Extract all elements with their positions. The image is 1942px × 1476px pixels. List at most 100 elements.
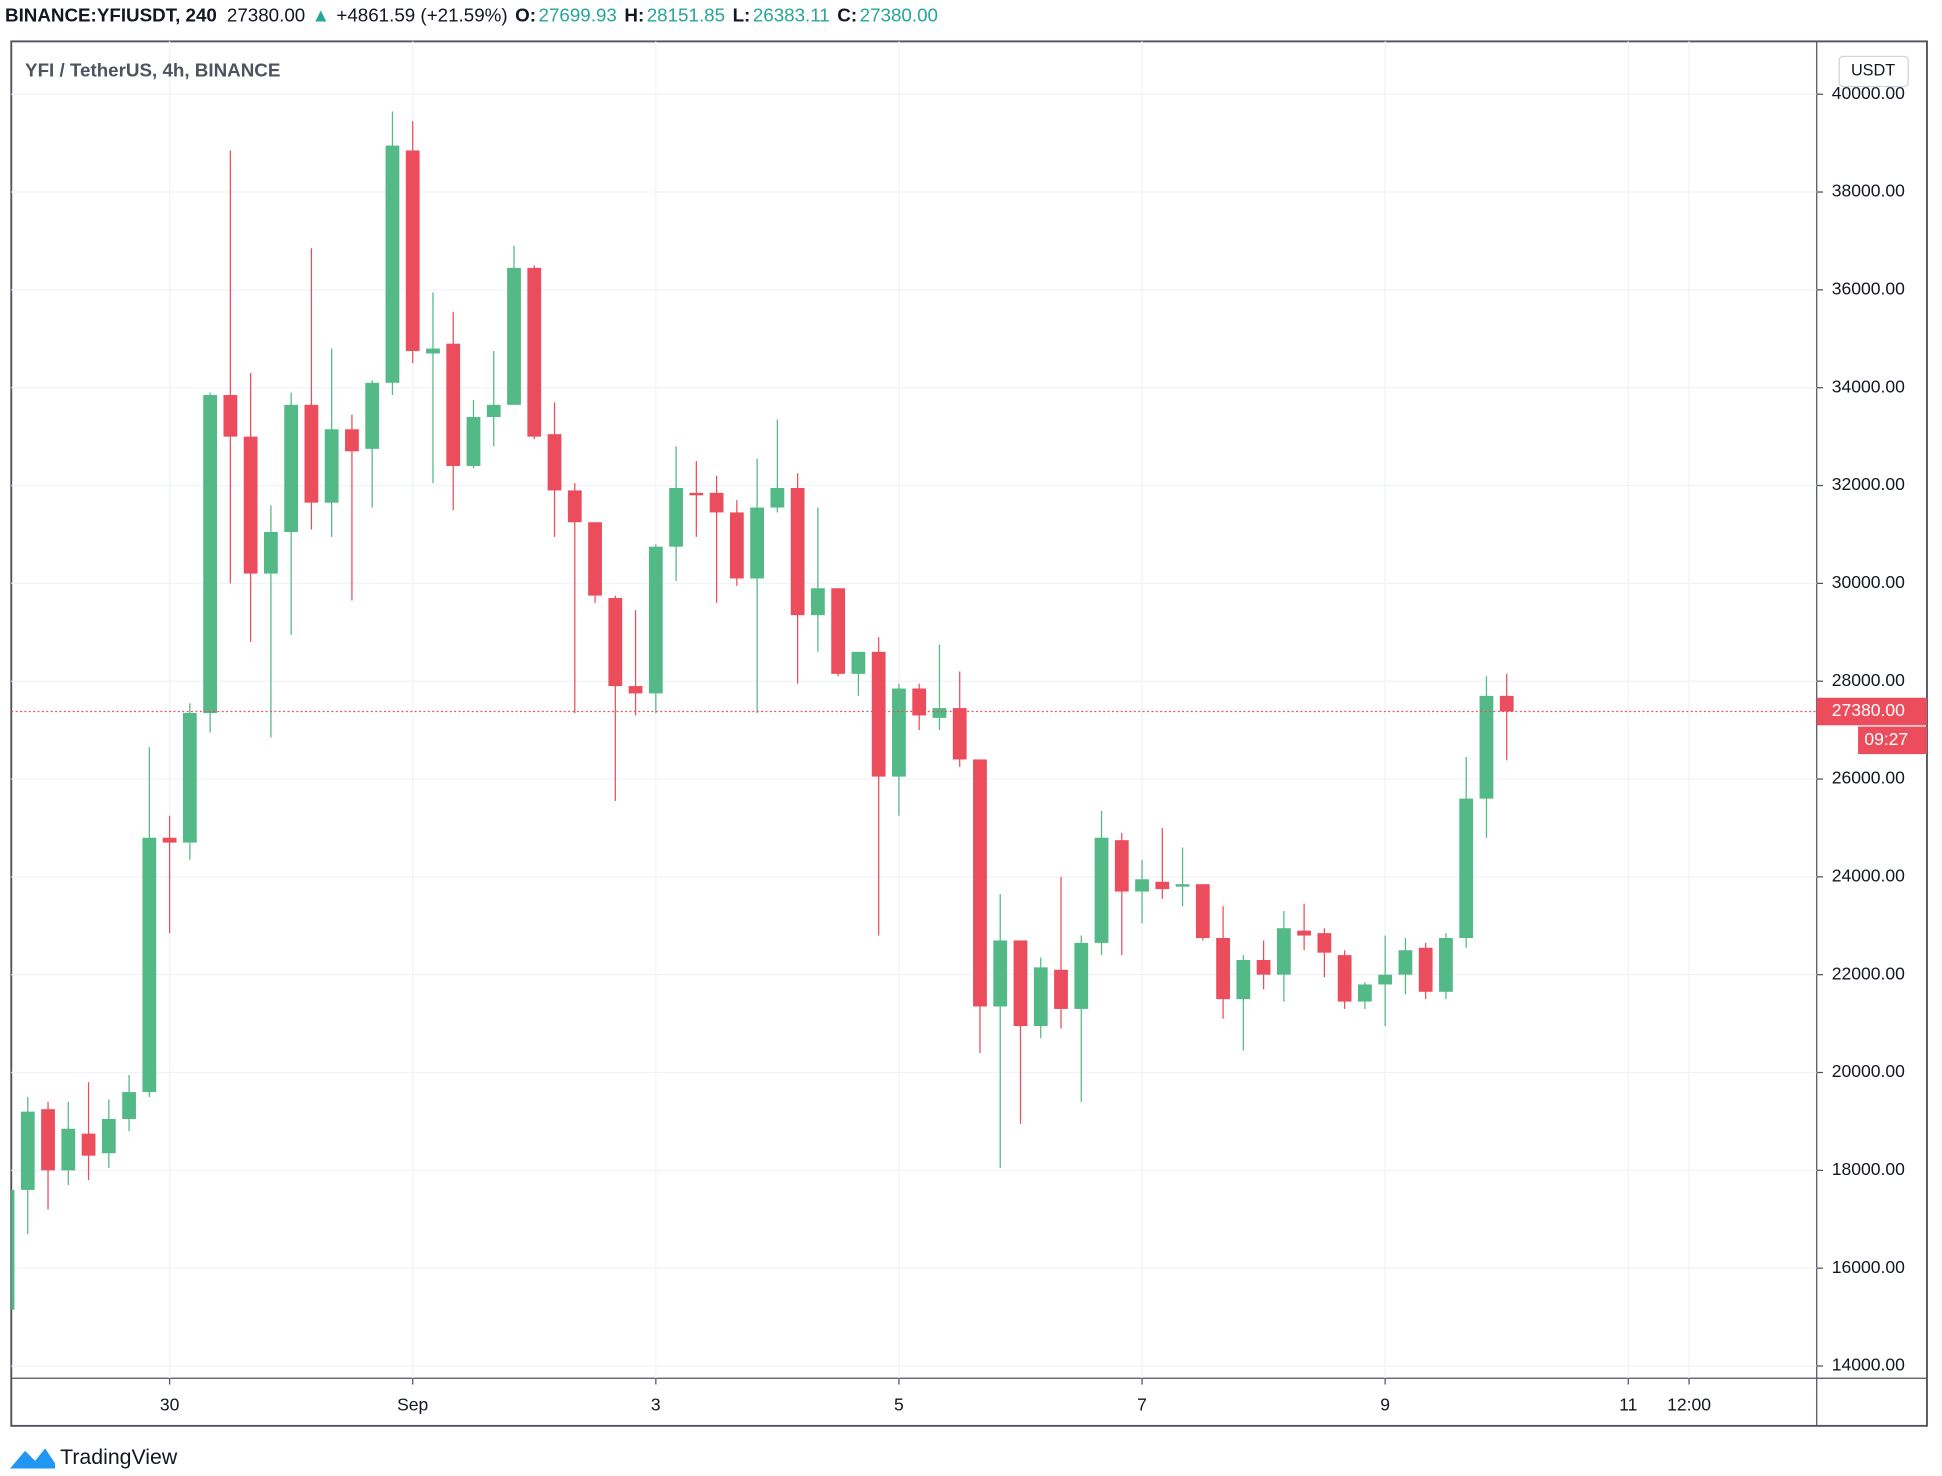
candle-body xyxy=(892,688,906,777)
candle-body xyxy=(507,267,521,405)
x-tick-label: 11 xyxy=(1619,1394,1637,1414)
candle-body xyxy=(223,395,238,437)
candle-body xyxy=(11,1189,15,1310)
candle-body xyxy=(851,651,866,674)
candle-body xyxy=(1074,942,1089,1009)
candle-body xyxy=(1135,879,1149,892)
candle-body xyxy=(41,1109,55,1171)
candle-body xyxy=(1114,840,1129,892)
y-tick-label: 26000.00 xyxy=(1832,768,1905,788)
candle-body xyxy=(101,1118,116,1154)
candle-body xyxy=(729,512,744,579)
candle-body xyxy=(446,343,461,466)
candle-body xyxy=(284,404,299,533)
candle-body xyxy=(1175,884,1190,887)
candle-body xyxy=(608,598,623,687)
candle-body xyxy=(669,487,683,547)
header-field: ▲ xyxy=(312,4,331,25)
candle-body xyxy=(20,1111,35,1190)
candle-body xyxy=(405,150,420,352)
y-tick-label: 14000.00 xyxy=(1832,1355,1905,1375)
candle-body xyxy=(1439,937,1453,992)
candle-body xyxy=(1276,928,1291,975)
candle-body xyxy=(81,1133,96,1156)
y-tick-label: 24000.00 xyxy=(1832,865,1905,885)
candle-body xyxy=(790,487,805,616)
header: BINANCE:YFIUSDT, 240 27380.00 ▲ +4861.59 (+… xyxy=(5,4,938,25)
header-field: C: xyxy=(837,4,857,25)
header-field: 27380.00 xyxy=(860,4,938,25)
brand-logo[interactable]: TradingView xyxy=(10,1445,178,1469)
currency-label[interactable]: USDT xyxy=(1851,62,1895,80)
candle-body xyxy=(1236,960,1251,1000)
candle-body xyxy=(527,267,542,437)
candle-body xyxy=(1297,930,1312,936)
time-axis-labels: 30 Sep 3 5 7 9 11 12:00 xyxy=(160,1394,1711,1414)
countdown-label: 09:27 xyxy=(1864,729,1908,749)
x-tick-label: 12:00 xyxy=(1667,1394,1711,1414)
y-tick-label: 22000.00 xyxy=(1832,963,1905,983)
candle-body xyxy=(243,436,258,574)
candle-body xyxy=(426,348,440,354)
candle-body xyxy=(1195,884,1210,938)
y-tick-label: 32000.00 xyxy=(1832,474,1905,494)
candle-body xyxy=(1398,950,1413,975)
candle-body xyxy=(1479,695,1494,799)
candle-body xyxy=(648,546,663,694)
candle-body xyxy=(567,490,582,523)
axes: 14000.00 16000.00 18000.00 20000.00 22000.00… xyxy=(160,83,1927,1414)
candle-body xyxy=(61,1128,76,1171)
candle-body xyxy=(1054,969,1068,1009)
brand-icon[interactable] xyxy=(10,1448,56,1469)
candle-body xyxy=(1378,974,1393,985)
last-price-box xyxy=(1816,697,1927,726)
candle-body xyxy=(750,507,765,579)
header-field: 26383.11 xyxy=(753,4,830,25)
candle-body xyxy=(993,940,1008,1007)
y-tick-label: 36000.00 xyxy=(1832,279,1905,299)
candle-body xyxy=(304,404,319,503)
candle-body xyxy=(973,759,987,1007)
candle-body xyxy=(182,712,197,843)
candle-body xyxy=(628,686,643,694)
y-tick-label: 16000.00 xyxy=(1832,1257,1905,1277)
candle-body xyxy=(689,492,704,496)
candle-body xyxy=(122,1092,136,1119)
candle-body xyxy=(466,417,481,466)
candles xyxy=(11,111,1817,1310)
candle-body xyxy=(1216,937,1230,1000)
candle-body xyxy=(486,404,501,418)
candle-body xyxy=(1013,940,1028,1027)
countdown-box xyxy=(1858,726,1927,755)
brand-name[interactable]: TradingView xyxy=(60,1445,178,1469)
candle-body xyxy=(203,395,218,713)
last-price-label: 27380.00 xyxy=(1832,700,1905,720)
candle-body xyxy=(1094,837,1109,943)
candle-body xyxy=(385,145,400,383)
candle-body xyxy=(142,837,157,1093)
y-tick-label: 28000.00 xyxy=(1832,670,1905,690)
header-field: 27380.00 xyxy=(227,4,305,25)
candle-body xyxy=(831,588,846,674)
candle-body xyxy=(1155,881,1170,890)
candle-body xyxy=(263,532,278,574)
chart-frame xyxy=(10,40,1928,1427)
candle-body xyxy=(365,382,380,449)
y-tick-label: 34000.00 xyxy=(1832,376,1905,396)
candle-body xyxy=(1418,947,1433,992)
y-tick-label: 18000.00 xyxy=(1832,1159,1905,1179)
header-field: H: xyxy=(624,4,644,25)
currency-box[interactable] xyxy=(1838,55,1909,88)
candle-body xyxy=(932,708,947,718)
y-tick-label: 38000.00 xyxy=(1832,181,1905,201)
candle-body xyxy=(871,651,886,777)
header-field: +4861.59 (+21.59%) xyxy=(336,4,507,25)
x-tick-label: 7 xyxy=(1137,1394,1147,1414)
candle-body xyxy=(952,708,967,760)
candle-body xyxy=(1033,967,1048,1027)
x-tick-label: 3 xyxy=(651,1394,661,1414)
x-tick-label: Sep xyxy=(397,1394,428,1414)
header-field: 28151.85 xyxy=(647,4,725,25)
